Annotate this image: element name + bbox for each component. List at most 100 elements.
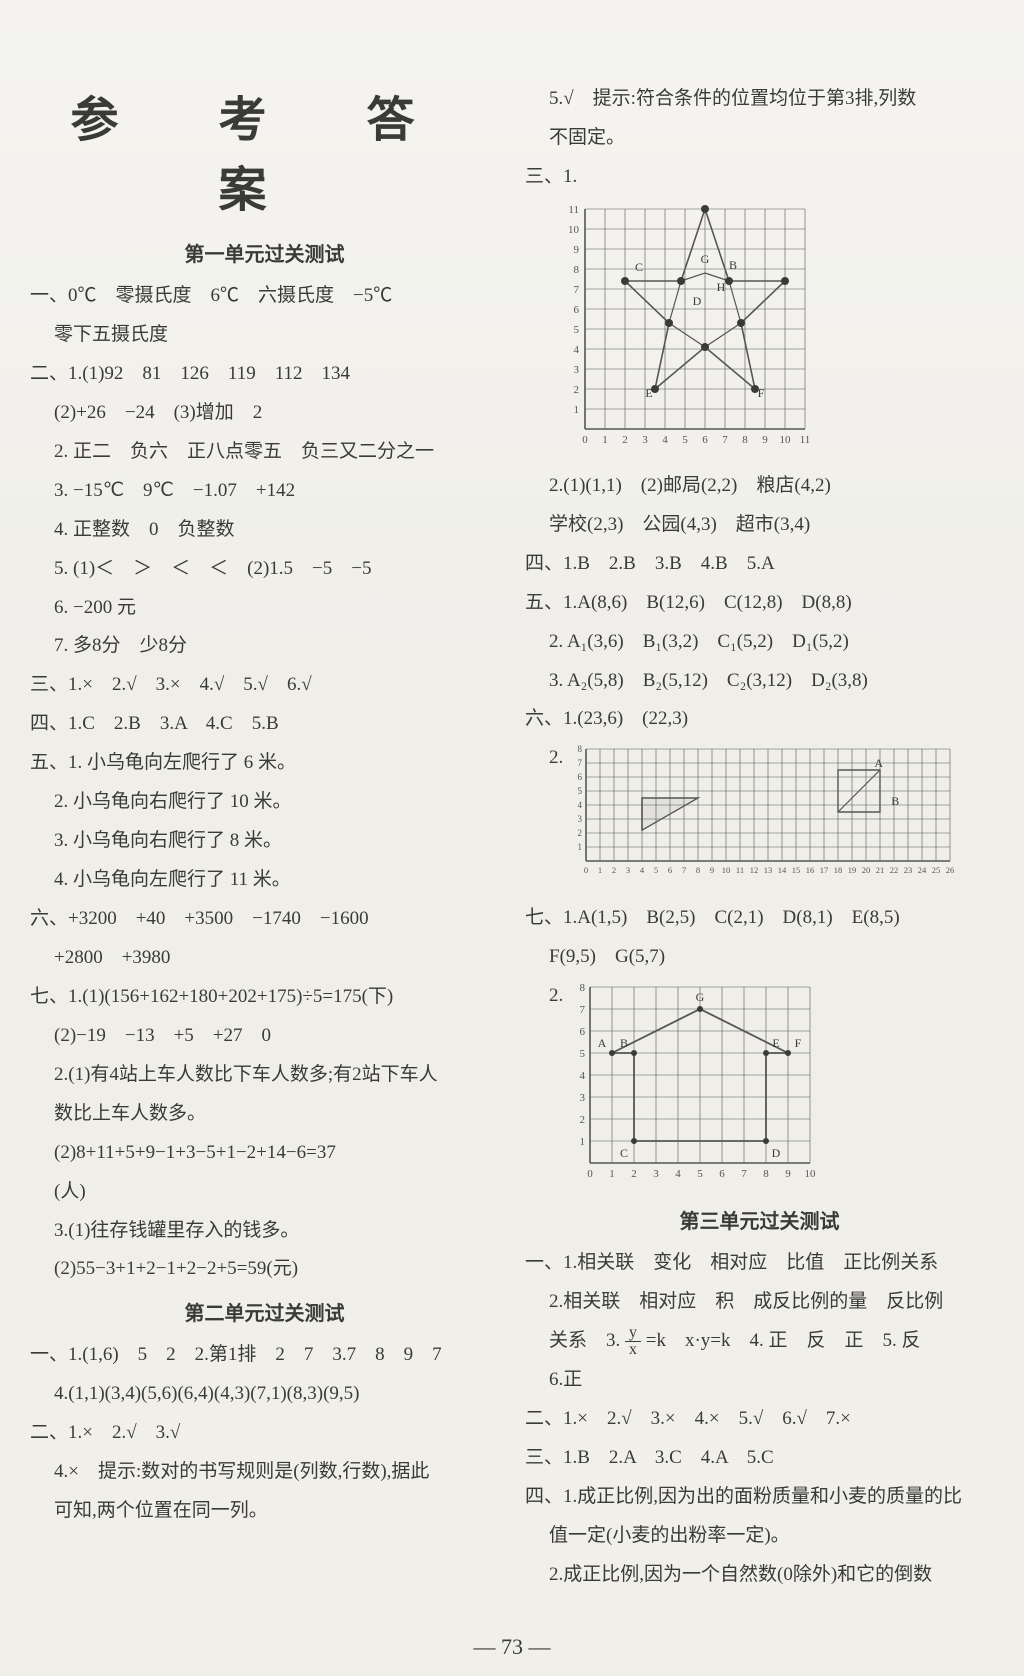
svg-text:8: 8	[578, 744, 583, 754]
main-title: 参 考 答 案	[30, 80, 499, 220]
svg-text:10: 10	[722, 865, 731, 875]
text-line: 七、1.A(1,5) B(2,5) C(2,1) D(8,1) E(8,5)	[525, 899, 994, 938]
unit1-title: 第一单元过关测试	[30, 238, 499, 267]
svg-text:7: 7	[574, 284, 580, 296]
svg-text:4: 4	[578, 800, 583, 810]
svg-text:A: A	[874, 757, 883, 771]
svg-text:3: 3	[653, 1168, 659, 1180]
svg-text:D: D	[693, 294, 702, 308]
svg-text:10: 10	[568, 224, 580, 236]
text-part: 关系 3.	[549, 1330, 620, 1351]
svg-text:7: 7	[578, 758, 583, 768]
text-line: 不固定。	[525, 119, 994, 158]
text-line: 关系 3. yx =k x·y=k 4. 正 反 正 5. 反	[525, 1322, 994, 1361]
svg-text:0: 0	[587, 1168, 593, 1180]
text-line: 四、1.C 2.B 3.A 4.C 5.B	[30, 705, 499, 744]
text-line: 三、1.	[525, 158, 994, 197]
text-line: +2800 +3980	[30, 939, 499, 978]
text-line: 数比上车人数多。	[30, 1095, 499, 1134]
svg-text:E: E	[645, 386, 652, 400]
svg-text:4: 4	[574, 344, 580, 356]
svg-text:8: 8	[763, 1168, 769, 1180]
svg-text:B: B	[620, 1036, 628, 1050]
svg-text:4: 4	[662, 434, 668, 446]
svg-text:2: 2	[580, 1114, 586, 1126]
text-line: 四、1.B 2.B 3.B 4.B 5.A	[525, 545, 994, 584]
text-part: =k x·y=k 4. 正 反 正 5. 反	[646, 1330, 921, 1351]
text-line: 5.√ 提示:符合条件的位置均位于第3排,列数	[525, 80, 994, 119]
svg-text:0: 0	[582, 434, 588, 446]
svg-text:H: H	[717, 280, 726, 294]
svg-text:9: 9	[710, 865, 714, 875]
svg-text:1: 1	[578, 842, 583, 852]
svg-text:2: 2	[622, 434, 628, 446]
text-line: 2.(1)有4站上车人数比下车人数多;有2站下车人	[30, 1056, 499, 1095]
text-line: 二、1.(1)92 81 126 119 112 134	[30, 355, 499, 394]
svg-text:D: D	[772, 1146, 781, 1160]
text-line: 2.相关联 相对应 积 成反比例的量 反比例	[525, 1283, 994, 1322]
text-line: (2)−19 −13 +5 +27 0	[30, 1017, 499, 1056]
text-line: 3. −15℃ 9℃ −1.07 +142	[30, 472, 499, 511]
svg-text:2: 2	[574, 384, 580, 396]
svg-text:11: 11	[568, 204, 579, 216]
svg-text:23: 23	[904, 865, 913, 875]
svg-text:6: 6	[668, 865, 672, 875]
page-number: — 73 —	[0, 1634, 1024, 1660]
text-line: (人)	[30, 1173, 499, 1212]
text-line: 2. 正二 负六 正八点零五 负三又二分之一	[30, 433, 499, 472]
svg-text:3: 3	[626, 865, 630, 875]
unit2-title: 第二单元过关测试	[30, 1297, 499, 1326]
fraction: yx	[625, 1325, 641, 1358]
text-line: 值一定(小麦的出粉率一定)。	[525, 1517, 994, 1556]
text-line: 4.× 提示:数对的书写规则是(列数,行数),据此	[30, 1453, 499, 1492]
svg-text:3: 3	[574, 364, 580, 376]
text-line: 零下五摄氏度	[30, 316, 499, 355]
svg-text:19: 19	[848, 865, 857, 875]
svg-text:8: 8	[574, 264, 580, 276]
grid-graph-2: 1234567801234567891011121314151617181920…	[568, 743, 968, 893]
denominator: x	[625, 1341, 641, 1358]
svg-text:B: B	[729, 258, 737, 272]
svg-text:E: E	[772, 1036, 779, 1050]
svg-text:C: C	[620, 1146, 628, 1160]
svg-text:F: F	[758, 386, 765, 400]
svg-text:9: 9	[762, 434, 768, 446]
unit3-title: 第三单元过关测试	[525, 1205, 994, 1234]
svg-text:A: A	[598, 1036, 607, 1050]
svg-text:7: 7	[682, 865, 686, 875]
graph3-label: 2. 12345678012345678910ABCDEFG	[525, 977, 994, 1197]
svg-text:15: 15	[792, 865, 801, 875]
text-line: (2)55−3+1+2−1+2−2+5=59(元)	[30, 1250, 499, 1289]
text-line: 2. A₁(3,6) B₁(3,2) C₁(5,2) D₁(5,2)	[525, 623, 994, 662]
text-line: F(9,5) G(5,7)	[525, 938, 994, 977]
svg-text:13: 13	[764, 865, 773, 875]
text-line: 四、1.成正比例,因为出的面粉质量和小麦的质量的比	[525, 1478, 994, 1517]
svg-text:24: 24	[918, 865, 927, 875]
svg-text:6: 6	[578, 772, 583, 782]
text-line: 二、1.× 2.√ 3.× 4.× 5.√ 6.√ 7.×	[525, 1400, 994, 1439]
svg-text:20: 20	[862, 865, 871, 875]
text-line: 六、+3200 +40 +3500 −1740 −1600	[30, 900, 499, 939]
text-line: 6.正	[525, 1361, 994, 1400]
svg-text:14: 14	[778, 865, 787, 875]
svg-text:B: B	[891, 794, 899, 808]
columns: 参 考 答 案 第一单元过关测试 一、0℃ 零摄氏度 6℃ 六摄氏度 −5℃ 零…	[30, 80, 994, 1595]
svg-text:6: 6	[719, 1168, 725, 1180]
svg-text:26: 26	[946, 865, 955, 875]
svg-text:18: 18	[834, 865, 843, 875]
svg-text:8: 8	[696, 865, 700, 875]
text-line: (2)+26 −24 (3)增加 2	[30, 394, 499, 433]
svg-text:4: 4	[580, 1070, 586, 1082]
svg-text:16: 16	[806, 865, 815, 875]
svg-text:21: 21	[876, 865, 885, 875]
svg-text:8: 8	[742, 434, 748, 446]
svg-text:10: 10	[805, 1168, 817, 1180]
svg-text:5: 5	[654, 865, 658, 875]
svg-text:1: 1	[580, 1136, 586, 1148]
svg-text:17: 17	[820, 865, 829, 875]
text-line: 三、1.B 2.A 3.C 4.A 5.C	[525, 1439, 994, 1478]
svg-text:G: G	[696, 990, 705, 1004]
svg-text:7: 7	[741, 1168, 747, 1180]
text-line: 2. 小乌龟向右爬行了 10 米。	[30, 783, 499, 822]
label: 2.	[549, 747, 563, 768]
